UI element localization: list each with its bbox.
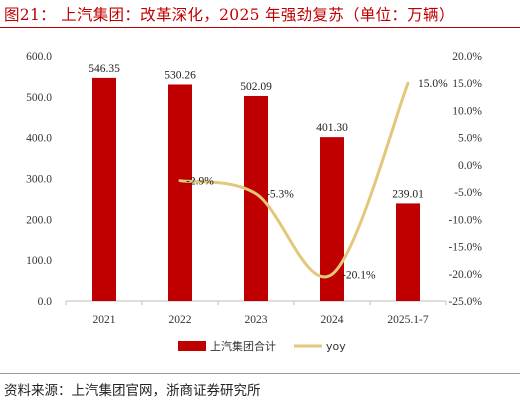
x-tick-label: 2025.1-7: [387, 314, 428, 326]
y-left-tick-label: 0.0: [38, 296, 53, 308]
y-right-tick-label: -20.0%: [448, 269, 482, 281]
x-tick-label: 2022: [169, 314, 192, 326]
bar: [244, 95, 268, 301]
figure-title: 图21： 上汽集团：改革深化，2025 年强劲复苏（单位：万辆）: [4, 6, 455, 24]
legend-swatch-bar: [178, 341, 206, 351]
bar: [396, 203, 420, 301]
x-tick-label: 2024: [321, 314, 344, 326]
y-right-tick-label: -15.0%: [448, 242, 482, 254]
yoy-value-label: 15.0%: [418, 78, 448, 90]
bar: [168, 84, 192, 301]
y-left-tick-label: 300.0: [26, 174, 52, 186]
y-right-tick-label: 5.0%: [458, 133, 482, 145]
y-right-tick-label: 10.0%: [452, 105, 482, 117]
bar-value-label: 502.09: [240, 81, 272, 93]
line-series: [178, 81, 410, 279]
y-left-tick-label: 500.0: [26, 92, 52, 104]
x-tick-label: 2023: [245, 314, 268, 326]
y-left-tick-label: 600.0: [26, 51, 52, 63]
y-right-tick-label: -25.0%: [448, 296, 482, 308]
y-right-tick-label: -5.0%: [454, 187, 482, 199]
legend-label-bar: 上汽集团合计: [210, 339, 276, 353]
bar-series: [92, 77, 420, 302]
bar-value-label: 546.35: [88, 63, 120, 75]
bar: [92, 77, 116, 302]
y-left-tick-label: 200.0: [26, 214, 52, 226]
y-right-tick-label: -10.0%: [448, 214, 482, 226]
bar-value-label: 401.30: [316, 122, 348, 134]
yoy-value-label: -20.1%: [342, 269, 376, 281]
y-right-tick-label: 0.0%: [458, 160, 482, 172]
y-right-tick-label: 20.0%: [452, 51, 482, 63]
yoy-line: [178, 81, 410, 279]
y-right-tick-label: 15.0%: [452, 78, 482, 90]
source-rule: [0, 373, 520, 374]
chart: 2021 2022 2023 2024 2025.1-7 0.0 100.0 200.0 300…: [26, 51, 482, 353]
bar-value-label: 239.01: [392, 188, 424, 200]
chart-axes: 2021 2022 2023 2024 2025.1-7 0.0 100.0 200.0 300…: [26, 51, 482, 326]
legend: 上汽集团合计 yoy: [178, 339, 346, 353]
x-tick-label: 2021: [93, 314, 116, 326]
data-labels: 546.35 530.26 502.09 401.30 239.01 -2.9% -5.3%…: [88, 63, 448, 281]
y-left-tick-label: 400.0: [26, 133, 52, 145]
y-left-tick-label: 100.0: [26, 255, 52, 267]
yoy-value-label: -2.9%: [186, 176, 214, 188]
source-note: 资料来源：上汽集团官网，浙商证券研究所: [4, 383, 261, 399]
legend-label-line: yoy: [326, 340, 346, 353]
bar-value-label: 530.26: [164, 69, 196, 81]
yoy-value-label: -5.3%: [266, 189, 294, 201]
title-rule: [0, 27, 520, 28]
